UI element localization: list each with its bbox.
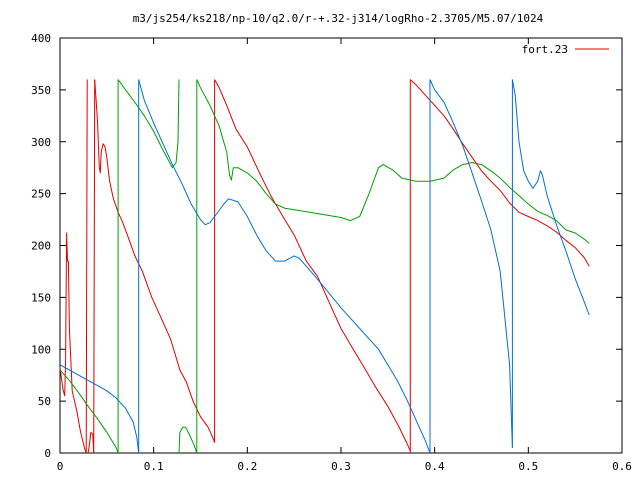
x-tick-label: 0.1 — [144, 460, 164, 473]
series-line — [429, 79, 513, 448]
series-0 — [59, 79, 590, 454]
series-line — [138, 79, 431, 454]
y-tick-label: 300 — [31, 136, 51, 149]
x-tick-label: 0.3 — [331, 460, 351, 473]
x-tick-label: 0.4 — [425, 460, 445, 473]
legend: fort.23 — [522, 43, 609, 56]
series-1 — [59, 79, 590, 454]
series-line — [59, 369, 119, 454]
y-tick-label: 0 — [44, 447, 51, 460]
series-line — [85, 79, 88, 454]
axis-ticks: 0 50 100 150 200 250 300 350 400 0 0.1 0.2 0.3 0.4 0.5… — [31, 32, 632, 473]
y-tick-label: 150 — [31, 291, 51, 304]
chart-title: m3/js254/ks218/np-10/q2.0/r-+.32-j314/lo… — [133, 12, 544, 25]
series-line — [93, 79, 96, 454]
series-line — [59, 364, 140, 454]
series-line — [409, 79, 590, 267]
series-line — [87, 431, 95, 454]
series-group — [59, 79, 590, 454]
series-line — [196, 79, 590, 244]
x-tick-label: 0 — [57, 460, 64, 473]
y-tick-label: 350 — [31, 84, 51, 97]
series-line — [59, 232, 87, 454]
y-tick-label: 50 — [38, 395, 51, 408]
y-tick-label: 250 — [31, 188, 51, 201]
x-tick-label: 0.6 — [612, 460, 632, 473]
x-tick-label: 0.5 — [518, 460, 538, 473]
series-line — [94, 79, 216, 443]
series-line — [178, 426, 198, 454]
series-line — [117, 79, 180, 169]
series-2 — [59, 79, 590, 454]
y-tick-label: 100 — [31, 343, 51, 356]
series-line — [511, 79, 590, 316]
series-line — [214, 79, 411, 452]
y-tick-label: 200 — [31, 240, 51, 253]
legend-label: fort.23 — [522, 43, 568, 56]
x-tick-label: 0.2 — [237, 460, 257, 473]
y-tick-label: 400 — [31, 32, 51, 45]
